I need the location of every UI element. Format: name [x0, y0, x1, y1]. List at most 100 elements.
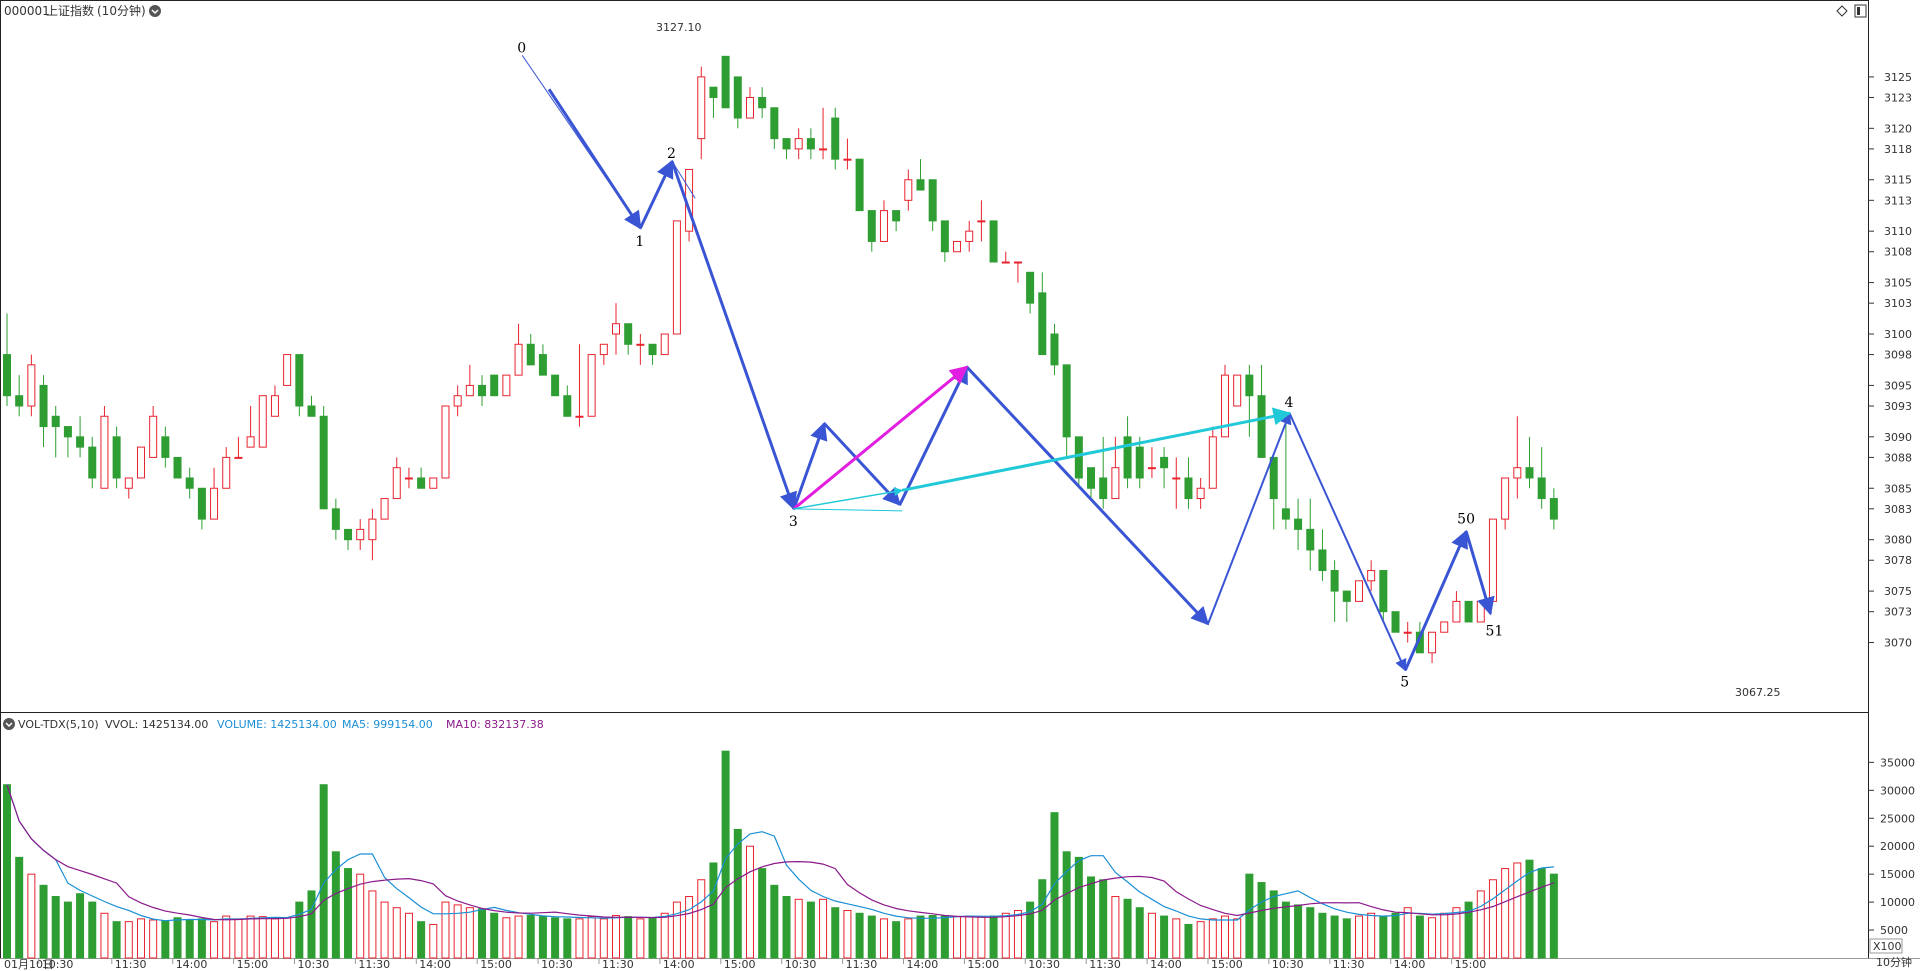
volume-bar: [63, 901, 72, 959]
volume-bar: [1245, 873, 1254, 959]
candle-body: [892, 210, 901, 222]
candle-body: [1135, 446, 1144, 479]
candle-body: [1172, 477, 1181, 480]
volume-bar: [210, 921, 219, 959]
candle-body: [1111, 467, 1120, 500]
volume-bar: [1415, 915, 1424, 959]
volume-bar: [76, 893, 85, 959]
volume-menu-icon[interactable]: [3, 718, 15, 730]
volume-bar: [977, 916, 986, 959]
volume-bar: [161, 920, 170, 959]
candle-body: [940, 220, 949, 253]
time-tick-label: 14:00: [1150, 958, 1182, 971]
candle-body: [904, 179, 913, 201]
ma5-line: [6, 784, 1554, 922]
high-price-label: 3127.10: [656, 21, 702, 34]
volume-bar: [173, 917, 182, 959]
volume-bar: [1501, 868, 1510, 959]
symbol-name: 上证指数: [46, 3, 94, 18]
price-tick-label: 3100: [1884, 328, 1912, 341]
candle-body: [319, 415, 328, 510]
volume-bar: [1440, 912, 1449, 959]
price-tick-label: 3083: [1884, 503, 1912, 516]
candle-body: [1513, 467, 1522, 479]
volume-bar: [867, 915, 876, 959]
volume-bar: [794, 898, 803, 959]
volume-bar: [356, 873, 365, 959]
volume-bar: [1221, 915, 1229, 959]
header-menu-icon[interactable]: [149, 5, 161, 17]
candle-body: [63, 426, 72, 438]
volume-bar: [368, 890, 377, 959]
volume-bar: [246, 915, 255, 959]
volume-bar: [819, 898, 828, 959]
volume-bar: [697, 879, 706, 959]
candle-body: [721, 55, 730, 109]
ma10-line: [6, 784, 1555, 921]
time-tick-label: 14:00: [907, 958, 939, 971]
candle-body: [806, 138, 815, 150]
candle-body: [1245, 374, 1254, 397]
candle-body: [867, 210, 876, 242]
volume-tick-label: 5000: [1880, 924, 1908, 937]
price-tick-label: 3080: [1884, 534, 1912, 547]
candle-body: [587, 354, 596, 417]
time-tick-label: 11:30: [602, 958, 634, 971]
volume-bar: [307, 890, 316, 959]
time-tick-label: 11:30: [1089, 958, 1121, 971]
volume-bar: [758, 868, 767, 959]
volume-bar: [636, 918, 645, 959]
candle-body: [295, 354, 304, 407]
candle-body: [100, 415, 109, 489]
candle-body: [3, 354, 11, 397]
volume-bar: [478, 908, 487, 959]
chart-period: (10分钟): [97, 3, 146, 18]
candle-body: [1160, 456, 1169, 469]
time-tick-label: 15:00: [237, 958, 269, 971]
volume-bar: [1513, 862, 1522, 959]
candle-body: [977, 220, 986, 223]
candle-body: [246, 436, 255, 448]
volume-bar: [100, 912, 109, 959]
volume-bar: [502, 917, 511, 959]
candle-body: [197, 487, 206, 520]
volume-tick-label: 30000: [1880, 784, 1915, 797]
volume-bar: [733, 828, 742, 959]
candle-body: [173, 456, 182, 479]
volume-bar: [112, 921, 121, 959]
volume-bar: [295, 901, 304, 959]
time-tick-label: 10:30: [1272, 958, 1304, 971]
volume-bar: [648, 917, 657, 959]
wave-segment: [1403, 529, 1468, 671]
diamond-icon[interactable]: [1836, 5, 1848, 17]
volume-indicator: VOL-TDX(5,10): [18, 718, 99, 731]
panel-layout-icon[interactable]: [1854, 4, 1867, 18]
candle-body: [1026, 271, 1035, 304]
volume-bar: [928, 915, 937, 959]
volume-bar: [1038, 879, 1047, 959]
volume-value: VOLUME: 1425134.00: [217, 718, 337, 731]
candle-body: [478, 384, 487, 397]
candle-body: [429, 477, 438, 489]
volume-bar: [1123, 898, 1132, 959]
wave-segment: [1207, 412, 1292, 625]
candle-body: [1208, 436, 1217, 489]
candle-body: [161, 436, 170, 458]
time-tick-label: 15:00: [1211, 958, 1243, 971]
volume-bar: [1135, 907, 1144, 959]
candle-body: [1379, 570, 1388, 613]
candle-body: [648, 343, 657, 356]
price-tick-label: 3090: [1884, 431, 1912, 444]
price-tick-label: 3113: [1884, 194, 1912, 207]
volume-bar: [1087, 876, 1096, 959]
volume-bar: [1464, 901, 1473, 959]
candle-body: [1403, 631, 1412, 634]
volume-bar: [283, 917, 292, 959]
price-tick-label: 3110: [1884, 225, 1912, 238]
candle-body: [39, 384, 48, 428]
candle-body: [1525, 467, 1534, 479]
wave-label-3: 3: [789, 514, 798, 530]
volume-bar: [1452, 907, 1461, 959]
